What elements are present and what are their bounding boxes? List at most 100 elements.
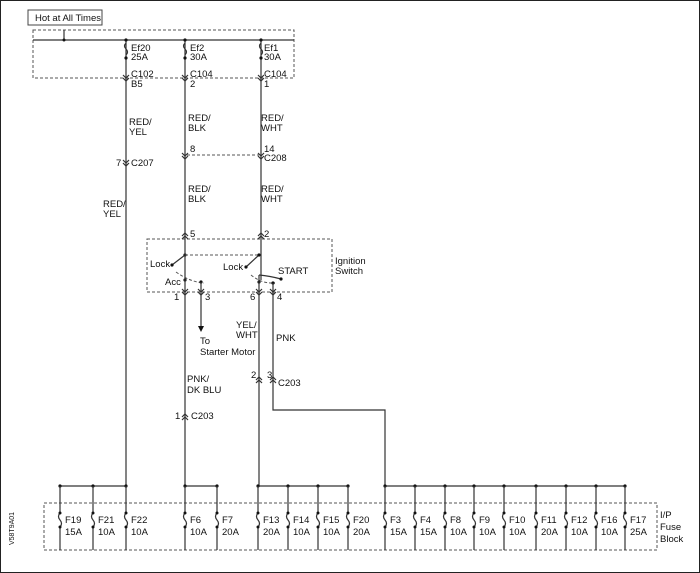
- connector-label: C203: [278, 378, 301, 389]
- fuse-rating: 10A: [450, 527, 468, 538]
- fuse-name: F22: [131, 515, 147, 526]
- fuse-rating: 30A: [264, 52, 282, 63]
- fuse-icon: [563, 512, 569, 528]
- fuse-name: F3: [390, 515, 401, 526]
- fuse-rating: 20A: [541, 527, 559, 538]
- connector-label: C203: [191, 411, 214, 422]
- fuse-rating: 10A: [509, 527, 527, 538]
- fuse-name: F11: [541, 515, 557, 526]
- fuse-rating: 10A: [601, 527, 619, 538]
- fuse-icon: [182, 42, 188, 56]
- connector-icon: [181, 152, 189, 160]
- connector-icon: [181, 74, 189, 82]
- wire-color: BLK: [188, 123, 207, 134]
- connector-icon: [122, 74, 130, 82]
- connector-icon: [122, 159, 130, 167]
- fuse-rating: 10A: [323, 527, 341, 538]
- fuse-icon: [123, 42, 129, 56]
- fuse-name: F4: [420, 515, 431, 526]
- fuse-name: F13: [263, 515, 279, 526]
- connector-pin: 1: [174, 292, 179, 303]
- connector-icon: [269, 288, 277, 296]
- wire-color: RED/: [129, 117, 152, 128]
- fuse-icon: [442, 512, 448, 528]
- wire-color: WHT: [236, 330, 258, 341]
- fuse-rating: 20A: [353, 527, 371, 538]
- fuse-rating: 15A: [65, 527, 83, 538]
- fuse-icon: [57, 512, 63, 528]
- connector-label: C207: [131, 158, 154, 169]
- fuse-rating: 15A: [420, 527, 438, 538]
- connector-pin: 5: [190, 229, 195, 240]
- fuse-icon: [501, 512, 507, 528]
- wire-color: RED/: [261, 113, 284, 124]
- fuse-icon: [182, 512, 188, 528]
- underhood-fuse-box: [32, 29, 295, 79]
- fuse-rating: 10A: [479, 527, 497, 538]
- fuse-name: F10: [509, 515, 525, 526]
- fuse-icon: [382, 512, 388, 528]
- connector-icon: [257, 232, 265, 240]
- fuse-name: F17: [630, 515, 646, 526]
- fuse-rating: 15A: [390, 527, 408, 538]
- wire-color: RED/: [103, 199, 126, 210]
- fuse-rating: 25A: [630, 527, 648, 538]
- connector-pin: 6: [250, 292, 255, 303]
- fuse-name: F8: [450, 515, 461, 526]
- fuse-name: Ef1: [264, 43, 278, 54]
- fuse-rating: 20A: [222, 527, 240, 538]
- connector-pin: 2: [251, 370, 256, 381]
- connector-icon: [181, 288, 189, 296]
- ignition-switch: [146, 238, 333, 293]
- lock-label: Lock: [223, 262, 243, 273]
- connector-label: C102: [131, 69, 154, 80]
- connector-pin: 1: [264, 79, 269, 90]
- connector-icon: [197, 288, 205, 296]
- connector-pin: 7: [116, 158, 121, 169]
- fuse-name: Ef2: [190, 43, 204, 54]
- wire-color: PNK: [276, 333, 296, 344]
- fuse-icon: [593, 512, 599, 528]
- connector-icon: [269, 376, 277, 384]
- connector-pin: 8: [190, 144, 195, 155]
- fuse-icon: [345, 512, 351, 528]
- fuse-name: F12: [571, 515, 587, 526]
- ip-fuse-block: [43, 502, 658, 551]
- wire-color: WHT: [261, 123, 283, 134]
- fuse-rating: 10A: [190, 527, 208, 538]
- connector-pin: 3: [205, 292, 210, 303]
- fuse-icon: [90, 512, 96, 528]
- fuse-name: Ef20: [131, 43, 151, 54]
- fuse-name: F16: [601, 515, 617, 526]
- fuse-icon: [123, 512, 129, 528]
- fuse-rating: 20A: [263, 527, 281, 538]
- fuse-icon: [255, 512, 261, 528]
- fuse-icon: [285, 512, 291, 528]
- fuse-block-label: I/P: [660, 510, 672, 521]
- connector-pin: B5: [131, 79, 143, 90]
- connector-pin: 1: [175, 411, 180, 422]
- fuse-name: F19: [65, 515, 81, 526]
- fuse-icon: [315, 512, 321, 528]
- connector-icon: [255, 376, 263, 384]
- wire-color: BLK: [188, 194, 207, 205]
- connector-icon: [181, 232, 189, 240]
- fuse-name: F7: [222, 515, 233, 526]
- fuse-rating: 10A: [571, 527, 589, 538]
- fuse-name: F21: [98, 515, 114, 526]
- wire-color: RED/: [188, 184, 211, 195]
- fuse-rating: 10A: [98, 527, 116, 538]
- title-box: [27, 9, 103, 26]
- fuse-icon: [533, 512, 539, 528]
- wire-color: YEL: [103, 209, 121, 220]
- fuse-rating: 10A: [293, 527, 311, 538]
- connector-pin: 2: [190, 79, 195, 90]
- fuse-icon: [622, 512, 628, 528]
- fuse-icon: [258, 42, 264, 56]
- fuse-rating: 30A: [190, 52, 208, 63]
- fuse-block-label: Block: [660, 534, 683, 545]
- fuse-rating: 10A: [131, 527, 149, 538]
- connector-label: C104: [264, 69, 287, 80]
